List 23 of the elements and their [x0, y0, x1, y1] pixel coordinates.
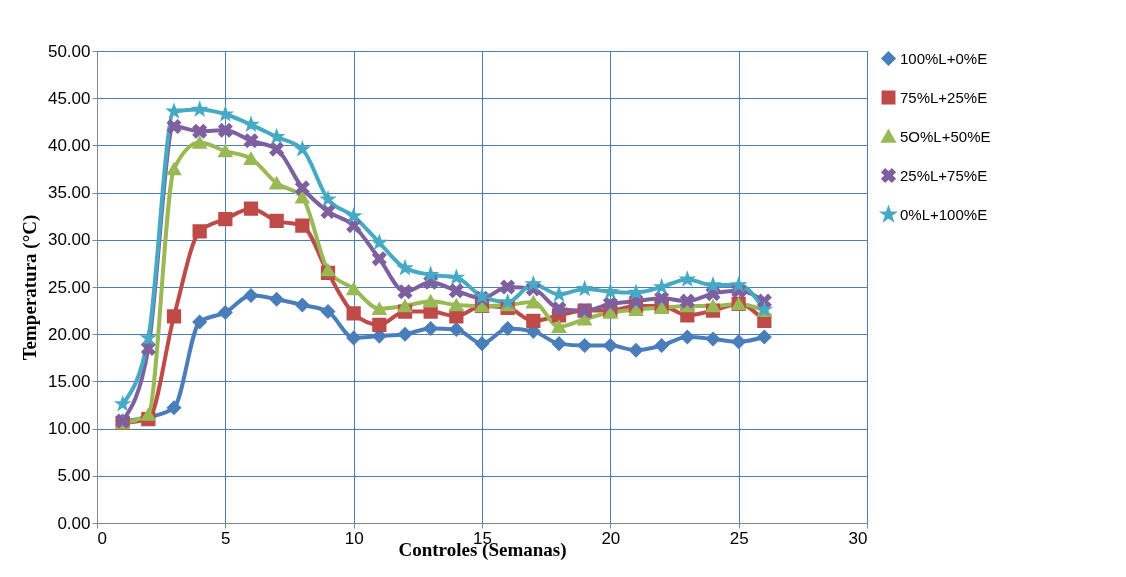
y-axis-title: Temperatura (°C) — [18, 214, 41, 361]
legend-label: 0%L+100%E — [900, 205, 988, 223]
x-tick-label: 30 — [848, 528, 868, 548]
y-tick-label: 5.00 — [57, 466, 91, 486]
x-tick-label: 25 — [729, 528, 749, 548]
legend-label: 75%L+25%E — [900, 88, 988, 106]
y-tick-label: 50.00 — [47, 41, 91, 61]
y-tick-label: 45.00 — [47, 88, 91, 108]
y-tick-label: 20.00 — [47, 324, 91, 344]
x-tick-label: 5 — [221, 528, 231, 548]
x-tick-label: 20 — [601, 528, 621, 548]
legend-label: 5O%L+50%E — [900, 127, 991, 145]
legend-label: 100%L+0%E — [900, 49, 988, 67]
legend-label: 25%L+75%E — [900, 166, 988, 184]
y-tick-label: 35.00 — [47, 183, 91, 203]
y-tick-label: 30.00 — [47, 230, 91, 250]
x-tick-label: 10 — [344, 528, 364, 548]
y-tick-label: 15.00 — [47, 371, 91, 391]
y-tick-label: 25.00 — [47, 277, 91, 297]
x-tick-label: 0 — [97, 528, 107, 548]
y-tick-label: 0.00 — [57, 513, 91, 533]
y-tick-label: 40.00 — [47, 135, 91, 155]
y-tick-label: 10.00 — [47, 419, 91, 439]
